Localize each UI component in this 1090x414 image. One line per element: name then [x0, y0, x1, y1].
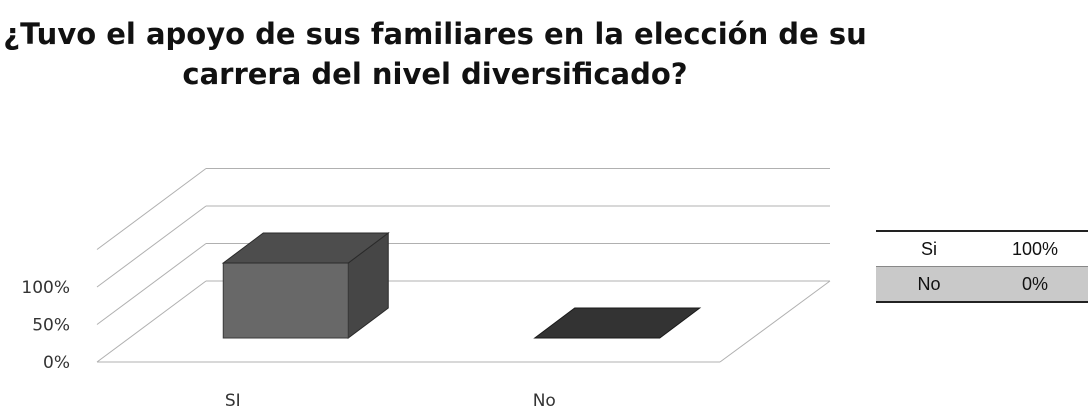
x-category-label: SI — [225, 391, 241, 411]
bar — [221, 232, 390, 339]
gridlines — [96, 168, 831, 363]
x-category-label: No — [533, 391, 556, 411]
y-tick-label: 50% — [32, 316, 70, 336]
data-table-row: Si 100% — [876, 230, 1088, 267]
data-table-value: 0% — [982, 266, 1088, 303]
y-tick-label: 100% — [21, 278, 70, 298]
x-axis-categories: SI No — [225, 391, 556, 411]
chart-title-line-2: carrera del nivel diversificado? — [182, 57, 688, 91]
bar-chart: 0% 50% 100% SI No — [21, 168, 831, 411]
data-table-label: No — [876, 266, 982, 303]
data-table-row: No 0% — [876, 266, 1088, 303]
bar — [533, 307, 702, 339]
chart-title-line-1: ¿Tuvo el apoyo de sus familiares en la e… — [3, 17, 867, 51]
data-table-value: 100% — [982, 230, 1088, 267]
data-table: Si 100% No 0% — [876, 230, 1088, 303]
gridline — [96, 168, 830, 250]
y-axis-ticks: 0% 50% 100% — [21, 278, 70, 373]
bars — [221, 232, 702, 339]
data-table-label: Si — [876, 230, 982, 267]
y-tick-label: 0% — [43, 353, 70, 373]
gridline — [96, 280, 831, 363]
chart-title: ¿Tuvo el apoyo de sus familiares en la e… — [0, 14, 870, 94]
gridline — [96, 205, 830, 288]
gridline — [96, 243, 830, 325]
